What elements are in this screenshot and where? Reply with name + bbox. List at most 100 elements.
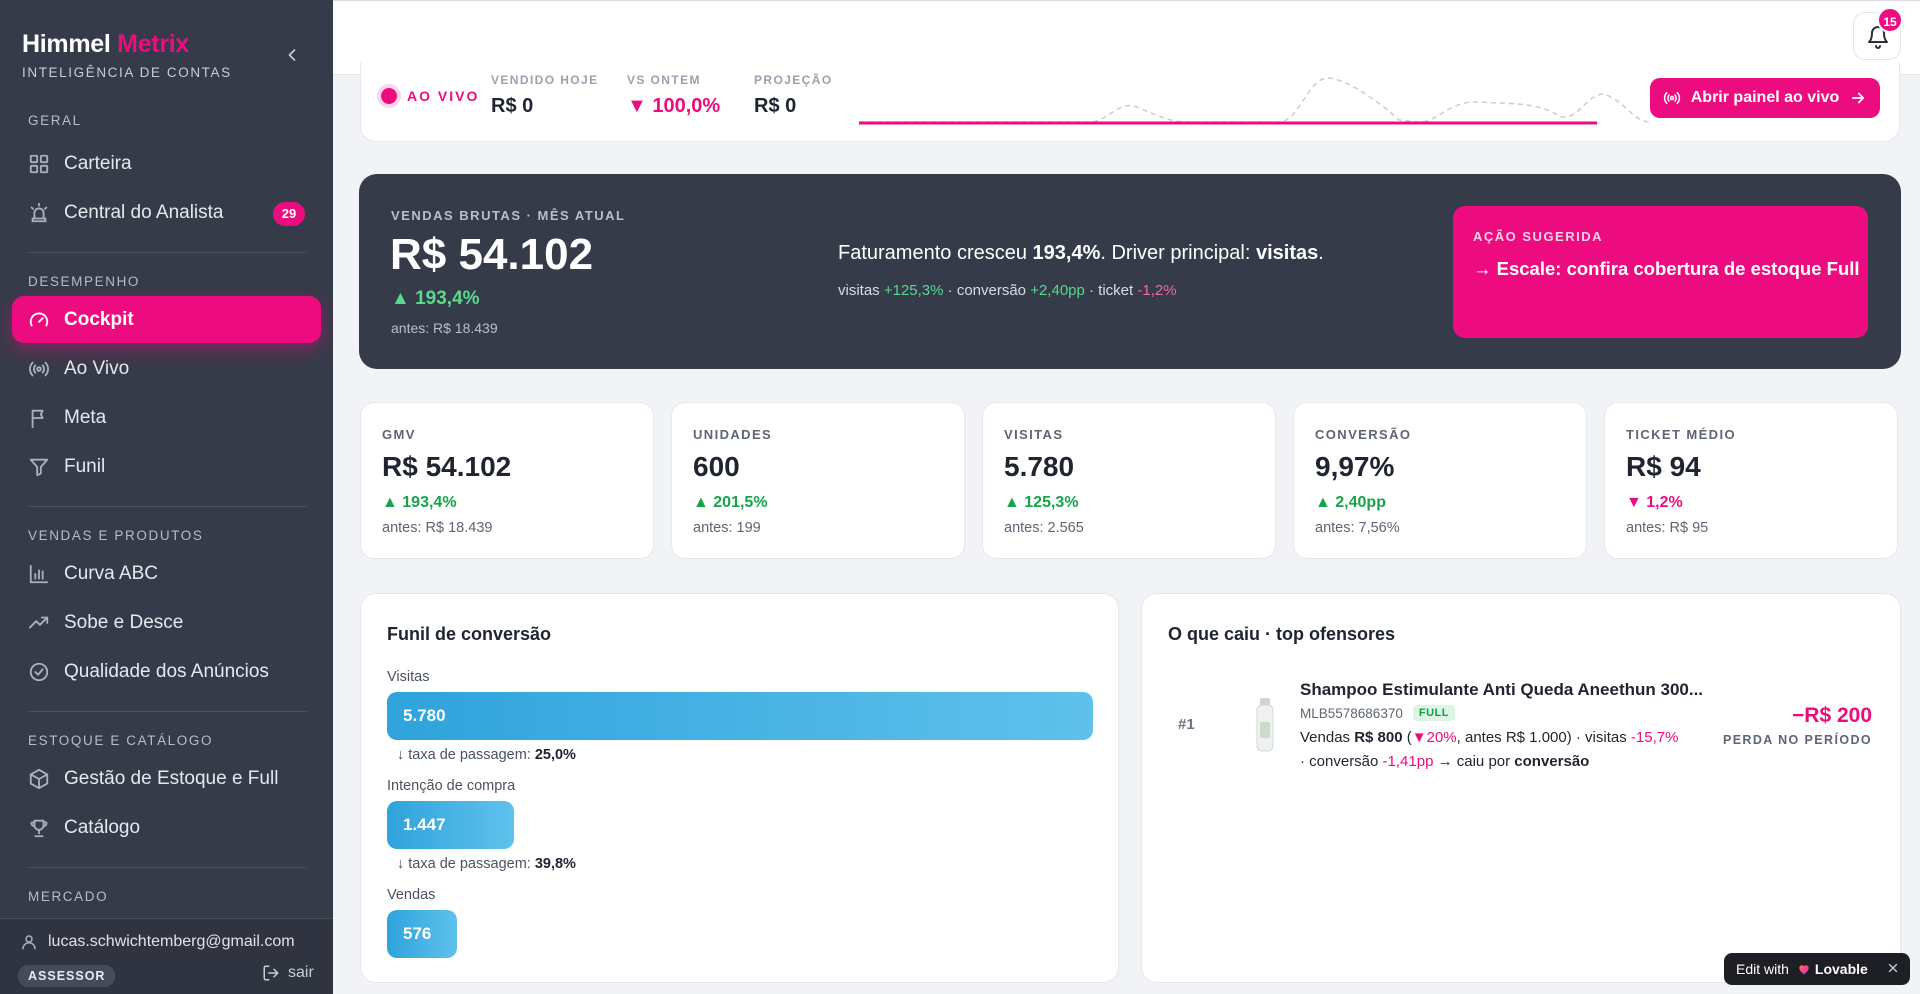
- sidebar-item-label: Qualidade dos Anúncios: [64, 660, 269, 682]
- divider: [28, 506, 307, 507]
- hero-drivers: visitas +125,3% · conversão +2,40pp · ti…: [838, 282, 1177, 299]
- toast-prefix: Edit with: [1736, 961, 1789, 977]
- hero-label: VENDAS BRUTAS · MÊS ATUAL: [391, 208, 626, 223]
- brand: Himmel Metrix INTELIGÊNCIA DE CONTAS: [22, 30, 232, 80]
- loss-value: −R$ 200: [1792, 704, 1872, 727]
- kpi-card-ticket-medio: TICKET MÉDIO R$ 94 ▼ 1,2% antes: R$ 95: [1604, 402, 1898, 559]
- sidebar-nav: GERAL Carteira Central do Analista 29 DE…: [0, 112, 333, 906]
- sidebar-item-label: Ao Vivo: [64, 357, 130, 379]
- edit-with-lovable-toast[interactable]: Edit with Lovable: [1724, 953, 1910, 985]
- siren-icon: [28, 202, 50, 224]
- funnel-rate: ↓ taxa de passagem: 25,0%: [397, 747, 576, 763]
- funnel-stage-label: Visitas: [387, 669, 430, 685]
- sidebar-item-label: Carteira: [64, 152, 132, 174]
- gauge-icon: [28, 309, 50, 331]
- user-icon: [20, 933, 38, 951]
- close-icon[interactable]: [1886, 961, 1900, 975]
- live-label: AO VIVO: [407, 88, 480, 104]
- product-thumbnail[interactable]: [1238, 692, 1294, 756]
- divider: [28, 252, 307, 253]
- user-info: lucas.schwichtemberg@gmail.com: [20, 933, 295, 951]
- kpi-card-unidades: UNIDADES 600 ▲ 201,5% antes: 199: [671, 402, 965, 559]
- product-id: MLB5578686370 FULL: [1300, 705, 1455, 721]
- hero-value: R$ 54.102: [390, 230, 594, 279]
- product-name[interactable]: Shampoo Estimulante Anti Queda Aneethun …: [1300, 680, 1704, 699]
- sold-today: VENDIDO HOJE R$ 0: [491, 73, 599, 117]
- funnel-panel: Funil de conversão Visitas 5.780 ↓ taxa …: [360, 593, 1119, 983]
- arrow-right-icon: [1849, 89, 1867, 107]
- section-desempenho: DESEMPENHO: [28, 274, 141, 289]
- sidebar-item-label: Catálogo: [64, 816, 141, 838]
- gross-sales-hero: VENDAS BRUTAS · MÊS ATUAL R$ 54.102 ▲ 19…: [359, 174, 1901, 369]
- funnel-bar-intencao[interactable]: 1.447: [387, 801, 515, 849]
- flag-icon: [28, 407, 50, 429]
- sidebar-item-ao-vivo[interactable]: Ao Vivo: [12, 345, 321, 392]
- kpi-card-conversao: CONVERSÃO 9,97% ▲ 2,40pp antes: 7,56%: [1293, 402, 1587, 559]
- projection: PROJEÇÃO R$ 0: [754, 73, 833, 117]
- suggested-action-card[interactable]: AÇÃO SUGERIDA → Escale: confira cobertur…: [1453, 206, 1868, 338]
- sidebar-item-label: Gestão de Estoque e Full: [64, 767, 279, 789]
- hero-delta: ▲ 193,4%: [391, 288, 480, 309]
- full-badge: FULL: [1412, 705, 1455, 721]
- loss-label: PERDA NO PERÍODO: [1722, 733, 1872, 747]
- sidebar-item-meta[interactable]: Meta: [12, 394, 321, 441]
- funnel-bar-vendas[interactable]: 576: [387, 910, 457, 958]
- logout-label: sair: [288, 964, 314, 981]
- box-icon: [28, 768, 50, 790]
- sidebar-footer: lucas.schwichtemberg@gmail.com ASSESSOR …: [0, 918, 333, 994]
- section-vendas-e-produtos: VENDAS E PRODUTOS: [28, 528, 204, 543]
- check-circle-icon: [28, 661, 50, 683]
- funnel-bar-visitas[interactable]: 5.780: [387, 692, 1093, 740]
- offender-rank: #1: [1178, 716, 1195, 733]
- live-sparkline: [859, 77, 1651, 125]
- sidebar-item-catalogo[interactable]: Catálogo: [12, 804, 321, 851]
- broadcast-icon: [1663, 89, 1681, 107]
- brand-logo[interactable]: Himmel Metrix: [22, 30, 190, 58]
- funnel-title: Funil de conversão: [387, 624, 552, 644]
- analyst-count-badge: 29: [273, 202, 305, 226]
- divider: [28, 711, 307, 712]
- trophy-icon: [28, 817, 50, 839]
- sidebar-item-sobe-e-desce[interactable]: Sobe e Desce: [12, 599, 321, 646]
- radio-icon: [28, 358, 50, 380]
- sidebar-item-label: Sobe e Desce: [64, 611, 184, 633]
- yesterday-sparkline: [859, 77, 1651, 123]
- top-offenders-panel: O que caiu · top ofensores #1 Shampoo Es…: [1141, 593, 1901, 983]
- sidebar-item-gestao-de-estoque[interactable]: Gestão de Estoque e Full: [12, 755, 321, 802]
- sidebar-item-carteira[interactable]: Carteira: [12, 140, 321, 187]
- sidebar-item-central-do-analista[interactable]: Central do Analista 29: [12, 189, 321, 236]
- sidebar-item-cockpit[interactable]: Cockpit: [12, 296, 321, 343]
- live-strip: AO VIVO VENDIDO HOJE R$ 0 VS ONTEM ▼ 100…: [360, 62, 1900, 142]
- hero-before: antes: R$ 18.439: [391, 320, 498, 336]
- open-live-panel-button[interactable]: Abrir painel ao vivo: [1650, 78, 1880, 118]
- section-estoque-e-catalogo: ESTOQUE E CATÁLOGO: [28, 733, 214, 748]
- user-email: lucas.schwichtemberg@gmail.com: [48, 933, 295, 950]
- sidebar-item-label: Curva ABC: [64, 562, 158, 584]
- kpi-card-gmv: GMV R$ 54.102 ▲ 193,4% antes: R$ 18.439: [360, 402, 654, 559]
- sidebar-item-label: Meta: [64, 406, 107, 428]
- filter-icon: [28, 456, 50, 478]
- section-mercado: MERCADO: [28, 889, 109, 904]
- live-indicator-dot: [381, 88, 397, 104]
- sidebar-item-funil[interactable]: Funil: [12, 443, 321, 490]
- brand-subtitle: INTELIGÊNCIA DE CONTAS: [22, 65, 232, 80]
- sidebar: Himmel Metrix INTELIGÊNCIA DE CONTAS GER…: [0, 0, 333, 994]
- section-geral: GERAL: [28, 113, 82, 128]
- sidebar-item-label: Cockpit: [64, 308, 134, 330]
- sidebar-item-qualidade-dos-anuncios[interactable]: Qualidade dos Anúncios: [12, 648, 321, 695]
- open-live-panel-label: Abrir painel ao vivo: [1690, 89, 1840, 106]
- funnel-stage-label: Intenção de compra: [387, 778, 516, 794]
- product-conversion-line: · conversão -1,41pp → caiu por conversão: [1300, 753, 1590, 770]
- logout-button[interactable]: sair: [262, 964, 314, 982]
- lovable-heart-icon: [1799, 965, 1809, 975]
- suggested-action-label: AÇÃO SUGERIDA: [1473, 229, 1604, 244]
- vs-yesterday: VS ONTEM ▼ 100,0%: [627, 73, 721, 117]
- logout-icon: [262, 964, 280, 982]
- collapse-sidebar-icon[interactable]: [282, 45, 302, 65]
- sidebar-item-curva-abc[interactable]: Curva ABC: [12, 550, 321, 597]
- sidebar-item-label: Central do Analista: [64, 201, 224, 223]
- kpi-card-visitas: VISITAS 5.780 ▲ 125,3% antes: 2.565: [982, 402, 1276, 559]
- role-badge: ASSESSOR: [18, 965, 116, 987]
- lovable-brand: Lovable: [1797, 961, 1868, 977]
- trending-up-icon: [28, 612, 50, 634]
